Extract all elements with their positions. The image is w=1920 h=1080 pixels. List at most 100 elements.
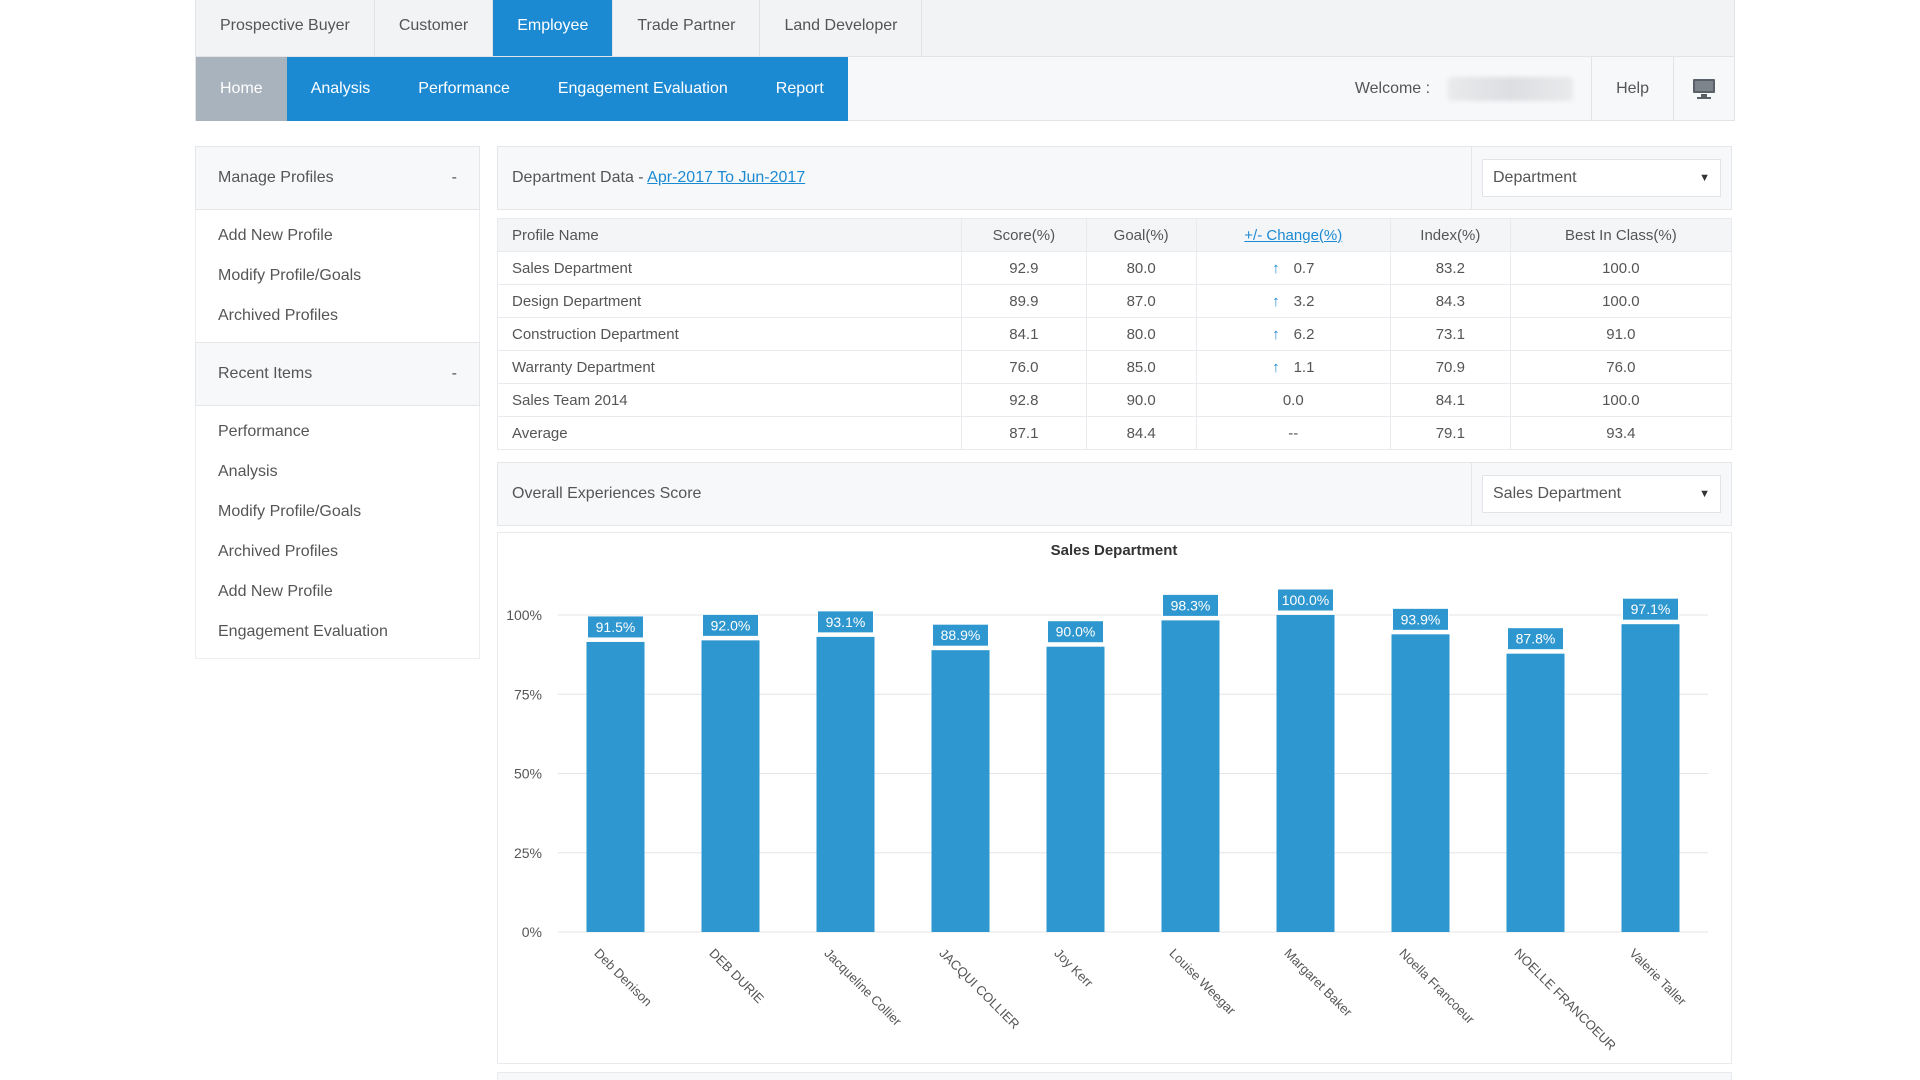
cell-goal-value: 90.0 xyxy=(1126,391,1156,409)
x-tick-label: Margaret Baker xyxy=(1281,946,1355,1020)
data-label: 100.0% xyxy=(1282,592,1329,608)
arrow-up-icon: ↑ xyxy=(1272,358,1280,376)
cell-index-value: 79.1 xyxy=(1435,424,1465,442)
cell-change: ↑ 1.1 xyxy=(1195,350,1391,384)
nav-performance[interactable]: Performance xyxy=(418,80,510,97)
recent-item-engagement-evaluation[interactable]: Engagement Evaluation xyxy=(218,623,388,640)
cell-best-in-class-value: 100.0 xyxy=(1602,259,1640,277)
cell-score: 89.9 xyxy=(961,284,1087,318)
recent-item-analysis[interactable]: Analysis xyxy=(218,463,278,480)
profile-select-value: Sales Department xyxy=(1493,485,1622,502)
department-data-title: Department Data - Apr-2017 To Jun-2017 xyxy=(498,169,1471,187)
cell-profile-name-value: Sales Department xyxy=(512,259,633,277)
bar xyxy=(1276,615,1335,932)
col-profile-name: Profile Name xyxy=(497,218,962,252)
tab-land-developer[interactable]: Land Developer xyxy=(760,0,923,56)
sidebar-item-archived-profiles[interactable]: Archived Profiles xyxy=(218,307,339,324)
cell-profile-name: Average xyxy=(497,416,962,450)
y-tick-label: 100% xyxy=(506,607,542,623)
y-tick-label: 50% xyxy=(514,766,542,782)
recent-item-archived-profiles[interactable]: Archived Profiles xyxy=(218,543,339,560)
col-change[interactable]: +/- Change(%) xyxy=(1195,218,1391,252)
bar xyxy=(816,636,875,932)
collapse-toggle[interactable]: - xyxy=(451,365,457,382)
department-data-header: Department Data - Apr-2017 To Jun-2017 D… xyxy=(497,146,1732,210)
department-select[interactable]: Department ▼ xyxy=(1482,159,1721,197)
department-select-wrap: Department ▼ xyxy=(1471,146,1731,210)
manage-profiles-list: Add New Profile Modify Profile/Goals Arc… xyxy=(195,210,480,342)
department-table: Profile Name Score(%) Goal(%) +/- Change… xyxy=(497,218,1733,450)
cell-profile-name-value: Sales Team 2014 xyxy=(512,391,628,409)
nav-report[interactable]: Report xyxy=(775,80,824,97)
tab-employee[interactable]: Employee xyxy=(493,0,614,56)
help-link[interactable]: Help xyxy=(1591,57,1674,121)
cell-index: 79.1 xyxy=(1389,416,1511,450)
col-best-in-class: Best In Class(%) xyxy=(1509,218,1733,252)
recent-items-header[interactable]: Recent Items - xyxy=(195,342,480,406)
tab-prospective-buyer[interactable]: Prospective Buyer xyxy=(196,0,375,56)
cell-best-in-class: 76.0 xyxy=(1509,350,1733,384)
table-row: Construction Department 84.1 80.0 ↑ 6.2 73.1 9… xyxy=(497,317,1733,351)
chevron-down-icon: ▼ xyxy=(1699,172,1710,184)
bar xyxy=(1046,646,1105,932)
cell-best-in-class-value: 100.0 xyxy=(1602,391,1640,409)
monitor-icon[interactable] xyxy=(1674,57,1734,121)
cell-best-in-class: 93.4 xyxy=(1509,416,1733,450)
experience-select-wrap: Sales Department ▼ xyxy=(1471,462,1731,526)
cell-profile-name: Sales Team 2014 xyxy=(497,383,962,417)
cell-score: 92.9 xyxy=(961,251,1087,285)
cell-best-in-class-value: 93.4 xyxy=(1606,424,1636,442)
arrow-up-icon: ↑ xyxy=(1272,259,1280,277)
cell-profile-name: Design Department xyxy=(497,284,962,318)
x-tick-label: NOELLE FRANCOEUR xyxy=(1511,946,1619,1054)
table-row: Design Department 89.9 87.0 ↑ 3.2 84.3 100.0 xyxy=(497,284,1733,318)
profile-select[interactable]: Sales Department ▼ xyxy=(1482,475,1721,513)
cell-best-in-class: 100.0 xyxy=(1509,284,1733,318)
x-tick-label: JACQUI COLLIER xyxy=(936,946,1022,1032)
tab-trade-partner[interactable]: Trade Partner xyxy=(613,0,761,56)
bar-chart: Sales Department 0% 25% 50% 75% 100% 91.5% Deb … xyxy=(506,542,1708,1054)
collapse-toggle[interactable]: - xyxy=(451,169,457,186)
cell-index-value: 70.9 xyxy=(1435,358,1465,376)
sidebar-item-add-new-profile[interactable]: Add New Profile xyxy=(218,227,333,244)
recent-item-modify-profile-goals[interactable]: Modify Profile/Goals xyxy=(218,503,362,520)
nav-analysis[interactable]: Analysis xyxy=(310,80,371,97)
data-label-box xyxy=(1622,597,1679,621)
main-nav-bar: Home Analysis Performance Engagement Eva… xyxy=(195,57,1735,121)
data-label: 93.9% xyxy=(1401,611,1441,627)
cell-goal-value: 85.0 xyxy=(1126,358,1156,376)
cell-index: 84.1 xyxy=(1389,383,1511,417)
table-row: Warranty Department 76.0 85.0 ↑ 1.1 70.9 76.0 xyxy=(497,350,1733,384)
cell-goal-value: 84.4 xyxy=(1126,424,1156,442)
manage-profiles-header[interactable]: Manage Profiles - xyxy=(195,146,480,210)
data-label: 90.0% xyxy=(1056,624,1096,640)
arrow-up-icon: ↑ xyxy=(1272,292,1280,310)
chart-title: Sales Department xyxy=(1051,542,1178,559)
data-label-box xyxy=(587,615,644,639)
data-label-box xyxy=(702,613,759,637)
cell-score: 76.0 xyxy=(961,350,1087,384)
recent-items-list: Performance Analysis Modify Profile/Goal… xyxy=(195,406,480,659)
cell-change: ↑ 3.2 xyxy=(1195,284,1391,318)
cell-profile-name-value: Warranty Department xyxy=(512,358,655,376)
cell-change: -- xyxy=(1195,416,1391,450)
data-label-box xyxy=(1162,593,1219,617)
cell-index-value: 73.1 xyxy=(1435,325,1465,343)
change-sort-link[interactable]: +/- Change(%) xyxy=(1244,226,1343,244)
tab-customer[interactable]: Customer xyxy=(375,0,494,56)
cell-score-value: 89.9 xyxy=(1009,292,1039,310)
cell-score-value: 84.1 xyxy=(1009,325,1039,343)
cell-profile-name: Warranty Department xyxy=(497,350,962,384)
recent-item-performance[interactable]: Performance xyxy=(218,423,310,440)
data-label-box xyxy=(817,610,874,634)
date-range-link[interactable]: Apr-2017 To Jun-2017 xyxy=(647,169,806,186)
recent-item-add-new-profile[interactable]: Add New Profile xyxy=(218,583,333,600)
nav-home[interactable]: Home xyxy=(196,57,287,121)
cell-change-value: 3.2 xyxy=(1293,292,1315,310)
cell-goal: 84.4 xyxy=(1085,416,1197,450)
cell-goal-value: 80.0 xyxy=(1126,259,1156,277)
sidebar-item-modify-profile-goals[interactable]: Modify Profile/Goals xyxy=(218,267,362,284)
data-label: 97.1% xyxy=(1631,601,1671,617)
table-row: Sales Department 92.9 80.0 ↑ 0.7 83.2 100.0 xyxy=(497,251,1733,285)
nav-engagement-evaluation[interactable]: Engagement Evaluation xyxy=(557,80,728,97)
